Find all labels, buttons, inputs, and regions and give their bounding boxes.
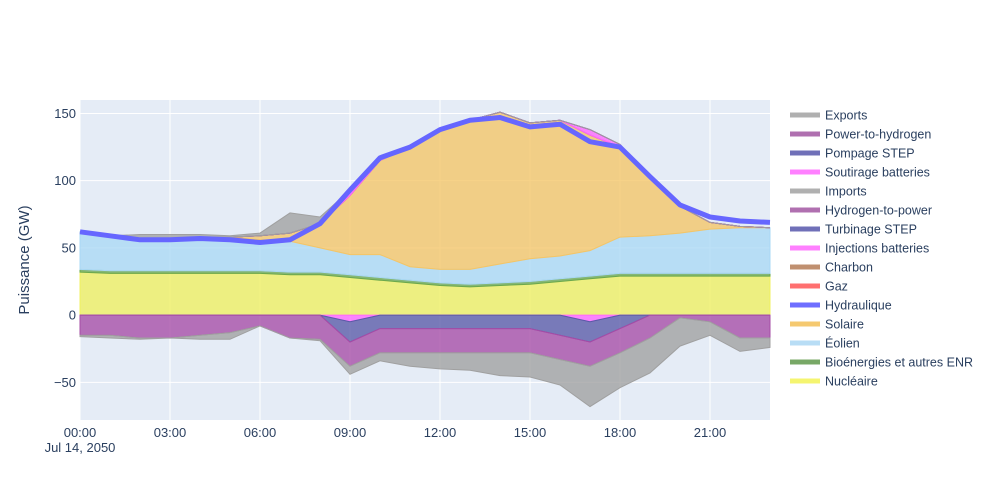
legend-item-label: Turbinage STEP: [825, 223, 917, 237]
x-tick-label: 00:00: [64, 425, 97, 440]
x-tick-label: 06:00: [244, 425, 277, 440]
y-tick-label: 100: [54, 173, 76, 188]
legend-item-label: Bioénergies et autres ENR: [825, 356, 973, 370]
y-tick-label: 0: [69, 308, 76, 323]
x-tick-label: 09:00: [334, 425, 367, 440]
x-tick-label: 15:00: [514, 425, 547, 440]
legend-item-label: Pompage STEP: [825, 147, 915, 161]
legend-item-label: Exports: [825, 109, 867, 123]
legend-item-label: Nucléaire: [825, 375, 878, 389]
legend-item-label: Imports: [825, 185, 867, 199]
legend-item-label: Power-to-hydrogen: [825, 128, 931, 142]
line-hydraulique: [79, 115, 771, 245]
y-tick-label: 50: [62, 240, 76, 255]
x-tick-label: 18:00: [604, 425, 637, 440]
area-exports: [79, 317, 771, 408]
y-tick-label: 150: [54, 106, 76, 121]
total-line-layer: [79, 115, 771, 245]
legend-item-label: Injections batteries: [825, 242, 929, 256]
y-axis-ticks: −50 0 50 100 150: [54, 106, 76, 390]
y-tick-label: −50: [54, 375, 76, 390]
legend-item-label: Hydrogen-to-power: [825, 204, 932, 218]
x-tick-label: 03:00: [154, 425, 187, 440]
legend-item-label: Soutirage batteries: [825, 166, 930, 180]
x-tick-sublabel: Jul 14, 2050: [45, 440, 116, 455]
legend-item-label: Gaz: [825, 280, 848, 294]
legend-item-label: Solaire: [825, 318, 864, 332]
legend-item-label: Éolien: [825, 336, 860, 351]
legend: Exports Power-to-hydrogen Pompage STEP Sout…: [790, 109, 973, 389]
x-tick-label: 12:00: [424, 425, 457, 440]
legend-item-label: Hydraulique: [825, 299, 892, 313]
legend-item-label: Charbon: [825, 261, 873, 275]
y-axis-title: Puissance (GW): [16, 205, 33, 314]
x-tick-label: 21:00: [694, 425, 727, 440]
